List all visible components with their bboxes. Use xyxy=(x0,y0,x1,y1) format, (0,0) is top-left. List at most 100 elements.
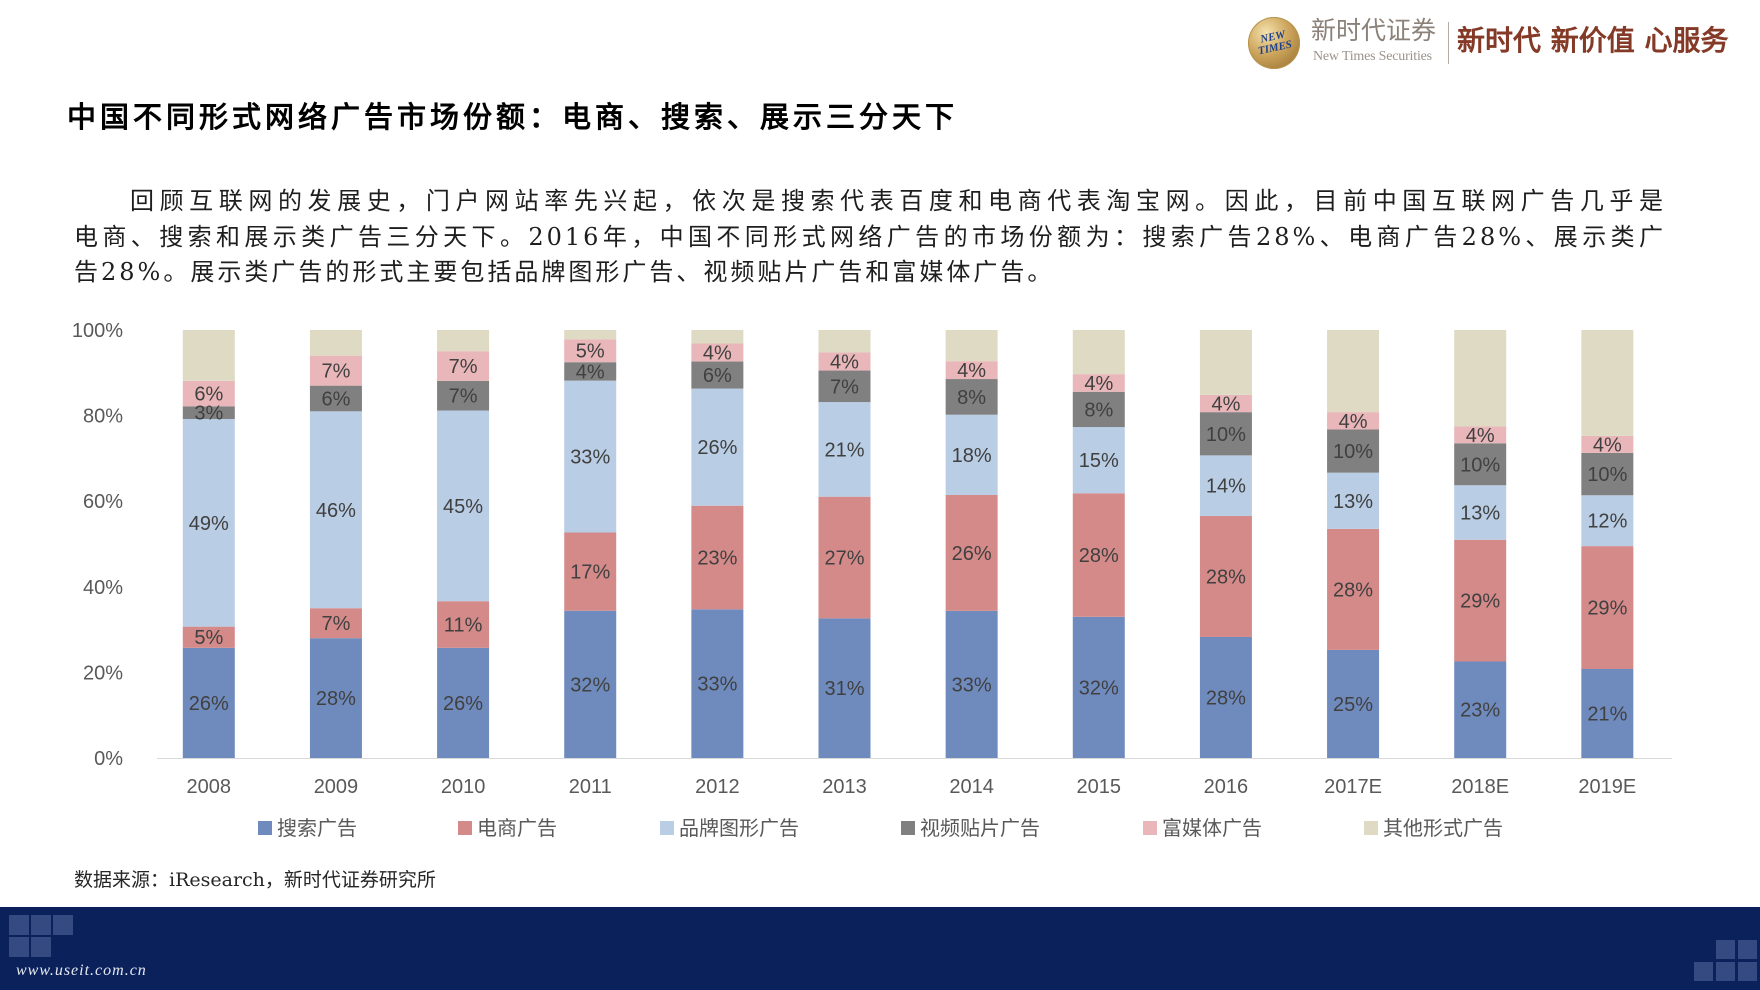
bar-video-preroll-ads-2008 xyxy=(182,406,235,419)
company-name-cn: 新时代证券 xyxy=(1311,16,1437,45)
bar-ecommerce-ads-2018e xyxy=(1454,539,1507,662)
data-label-brand-graphic-ads-2013: 21% xyxy=(824,439,864,461)
data-label-rich-media-ads-2018e: 4% xyxy=(1466,425,1495,447)
data-label-video-preroll-ads-2017e: 10% xyxy=(1333,441,1373,463)
y-tick-label: 40% xyxy=(83,577,123,599)
decor-square xyxy=(31,937,51,957)
paragraph-line: 回顾互联网的发展史，门户网站率先兴起，依次是搜索代表百度和电商代表淘宝网。因此，… xyxy=(130,187,1666,215)
bar-other-ads-2018e xyxy=(1454,330,1507,427)
legend-label-ecommerce-ads: 电商广告 xyxy=(477,817,557,840)
data-label-rich-media-ads-2016: 4% xyxy=(1211,393,1240,415)
x-tick-label-2013: 2013 xyxy=(822,776,867,798)
x-tick-label-2018e: 2018E xyxy=(1451,776,1509,798)
legend-marker-brand-graphic-ads xyxy=(660,821,674,835)
bar-other-ads-2010 xyxy=(437,330,490,352)
bar-search-ads-2015 xyxy=(1072,616,1125,758)
bar-search-ads-2017e xyxy=(1327,649,1380,758)
bar-search-ads-2012 xyxy=(691,609,744,758)
emblem-lettering: NEW TIMES xyxy=(1257,28,1294,58)
data-label-ecommerce-ads-2016: 28% xyxy=(1206,566,1246,588)
data-label-video-preroll-ads-2018e: 10% xyxy=(1460,454,1500,476)
legend: 搜索广告 电商广告 品牌图形广告 视频贴片广告 富媒体广告 其他形式广告 xyxy=(258,817,1503,840)
legend-item-rich-media-ads: 富媒体广告 xyxy=(1143,817,1262,840)
x-axis-labels: 2008 2009 2010 2011 2012 2013 2014 2015 2016 2017… xyxy=(187,776,1637,798)
decor-square xyxy=(53,915,73,935)
bar-brand-graphic-ads-2011 xyxy=(564,380,617,533)
bar-search-ads-2018e xyxy=(1454,661,1507,758)
bar-ecommerce-ads-2016 xyxy=(1199,515,1252,637)
bar-rich-media-ads-2008 xyxy=(182,380,235,407)
bar-video-preroll-ads-2014 xyxy=(945,379,998,415)
bar-brand-graphic-ads-2016 xyxy=(1199,455,1252,516)
bar-video-preroll-ads-2013 xyxy=(818,370,871,403)
bar-rich-media-ads-2009 xyxy=(309,355,362,386)
paragraph-line: 电商、搜索和展示类广告三分天下。2016年，中国不同形式网络广告的市场份额为：搜… xyxy=(74,222,1666,251)
data-label-brand-graphic-ads-2010: 45% xyxy=(443,496,483,518)
data-label-rich-media-ads-2012: 4% xyxy=(703,343,732,365)
data-label-video-preroll-ads-2011: 4% xyxy=(576,361,605,383)
bar-video-preroll-ads-2011 xyxy=(564,362,617,381)
decor-square xyxy=(1738,962,1757,981)
data-source-note: 数据来源：iResearch，新时代证券研究所 xyxy=(74,869,436,891)
data-labels: 26%5%49%3%6%28%7%46%6%7%26%11%45%7%7%32%… xyxy=(189,341,1628,726)
bar-other-ads-2016 xyxy=(1199,330,1252,395)
bar-other-ads-2008 xyxy=(182,330,235,381)
stacked-bar-chart: 0%20%40%60%80%100% 26%5%49%3%6%28%7%46%6… xyxy=(72,320,1672,840)
decor-square xyxy=(1716,962,1735,981)
bar-other-ads-2014 xyxy=(945,330,998,362)
data-label-ecommerce-ads-2010: 11% xyxy=(444,615,483,637)
legend-marker-ecommerce-ads xyxy=(458,821,472,835)
bar-rich-media-ads-2011 xyxy=(564,339,617,363)
x-tick-label-2019e: 2019E xyxy=(1578,776,1636,798)
data-label-ecommerce-ads-2011: 17% xyxy=(570,562,610,584)
data-label-brand-graphic-ads-2014: 18% xyxy=(952,445,992,467)
legend-item-search-ads: 搜索广告 xyxy=(258,817,357,840)
legend-marker-other-ads xyxy=(1364,821,1378,835)
bar-brand-graphic-ads-2018e xyxy=(1454,485,1507,540)
data-label-video-preroll-ads-2012: 6% xyxy=(703,365,732,387)
legend-marker-search-ads xyxy=(258,821,272,835)
bar-video-preroll-ads-2009 xyxy=(309,385,362,412)
bar-video-preroll-ads-2015 xyxy=(1072,391,1125,428)
bar-rich-media-ads-2016 xyxy=(1199,394,1252,413)
y-tick-label: 80% xyxy=(83,406,123,428)
x-tick-label-2012: 2012 xyxy=(695,776,740,798)
legend-label-search-ads: 搜索广告 xyxy=(277,817,357,840)
decor-square xyxy=(1716,940,1735,959)
bar-ecommerce-ads-2010 xyxy=(437,601,490,648)
bar-search-ads-2008 xyxy=(182,647,235,758)
data-label-rich-media-ads-2009: 7% xyxy=(321,361,350,383)
body-paragraph: 回顾互联网的发展史，门户网站率先兴起，依次是搜索代表百度和电商代表淘宝网。因此，… xyxy=(74,184,1666,291)
bar-brand-graphic-ads-2009 xyxy=(309,411,362,609)
data-label-search-ads-2018e: 23% xyxy=(1460,700,1500,722)
legend-marker-rich-media-ads xyxy=(1143,821,1157,835)
bar-rich-media-ads-2019e xyxy=(1581,435,1634,453)
bar-video-preroll-ads-2019e xyxy=(1581,452,1634,496)
data-label-search-ads-2013: 31% xyxy=(824,678,864,700)
data-label-video-preroll-ads-2015: 8% xyxy=(1084,399,1113,421)
data-label-brand-graphic-ads-2011: 33% xyxy=(570,447,610,469)
bar-brand-graphic-ads-2012 xyxy=(691,388,744,506)
data-label-rich-media-ads-2013: 4% xyxy=(830,352,859,374)
bar-video-preroll-ads-2018e xyxy=(1454,443,1507,486)
bar-ecommerce-ads-2019e xyxy=(1581,546,1634,670)
data-label-search-ads-2015: 32% xyxy=(1079,677,1119,699)
data-label-ecommerce-ads-2015: 28% xyxy=(1079,545,1119,567)
data-label-search-ads-2010: 26% xyxy=(443,693,483,715)
legend-label-other-ads: 其他形式广告 xyxy=(1383,817,1503,840)
data-label-search-ads-2017e: 25% xyxy=(1333,694,1373,716)
legend-label-brand-graphic-ads: 品牌图形广告 xyxy=(679,817,799,840)
data-label-ecommerce-ads-2017e: 28% xyxy=(1333,579,1373,601)
bar-other-ads-2017e xyxy=(1327,330,1380,413)
data-label-brand-graphic-ads-2019e: 12% xyxy=(1587,511,1627,533)
bar-rich-media-ads-2013 xyxy=(818,352,871,371)
legend-item-ecommerce-ads: 电商广告 xyxy=(458,817,557,840)
legend-label-video-preroll-ads: 视频贴片广告 xyxy=(920,817,1040,840)
footer-band xyxy=(0,907,1760,990)
legend-item-brand-graphic-ads: 品牌图形广告 xyxy=(660,817,799,840)
bar-rich-media-ads-2015 xyxy=(1072,374,1125,392)
data-label-search-ads-2016: 28% xyxy=(1206,687,1246,709)
data-label-rich-media-ads-2010: 7% xyxy=(449,356,478,378)
data-label-brand-graphic-ads-2017e: 13% xyxy=(1333,491,1373,513)
x-tick-label-2014: 2014 xyxy=(949,776,994,798)
